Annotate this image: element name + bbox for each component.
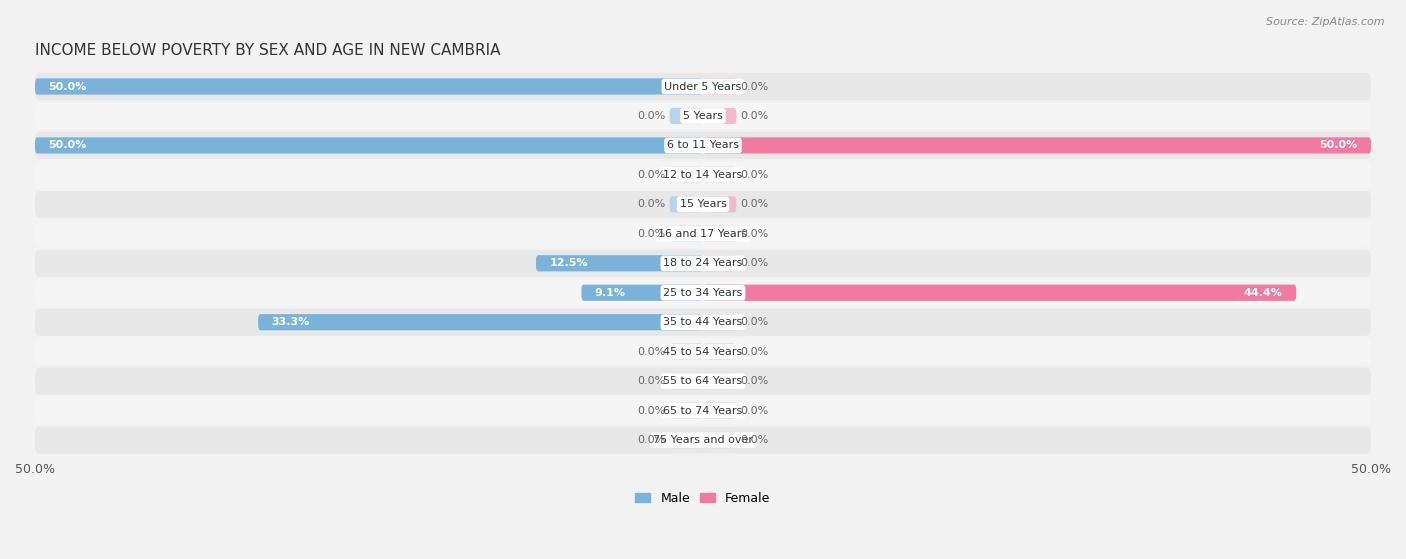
FancyBboxPatch shape xyxy=(35,250,1371,277)
FancyBboxPatch shape xyxy=(703,138,1371,154)
Text: 35 to 44 Years: 35 to 44 Years xyxy=(664,317,742,327)
FancyBboxPatch shape xyxy=(669,167,703,183)
FancyBboxPatch shape xyxy=(35,338,1371,365)
Text: 0.0%: 0.0% xyxy=(741,170,769,180)
Text: 0.0%: 0.0% xyxy=(741,317,769,327)
Text: 45 to 54 Years: 45 to 54 Years xyxy=(664,347,742,357)
FancyBboxPatch shape xyxy=(703,344,737,360)
Text: 0.0%: 0.0% xyxy=(741,200,769,210)
Text: 44.4%: 44.4% xyxy=(1244,288,1282,298)
Text: 9.1%: 9.1% xyxy=(595,288,626,298)
Text: 0.0%: 0.0% xyxy=(637,435,665,445)
Text: 0.0%: 0.0% xyxy=(637,229,665,239)
Text: 65 to 74 Years: 65 to 74 Years xyxy=(664,406,742,415)
FancyBboxPatch shape xyxy=(703,314,737,330)
Text: 50.0%: 50.0% xyxy=(48,82,87,92)
Text: 0.0%: 0.0% xyxy=(741,406,769,415)
FancyBboxPatch shape xyxy=(35,132,1371,159)
Text: 18 to 24 Years: 18 to 24 Years xyxy=(664,258,742,268)
Text: 0.0%: 0.0% xyxy=(741,229,769,239)
FancyBboxPatch shape xyxy=(669,196,703,212)
FancyBboxPatch shape xyxy=(703,285,1296,301)
Text: 12.5%: 12.5% xyxy=(550,258,588,268)
Text: 55 to 64 Years: 55 to 64 Years xyxy=(664,376,742,386)
FancyBboxPatch shape xyxy=(35,73,1371,100)
FancyBboxPatch shape xyxy=(669,373,703,389)
FancyBboxPatch shape xyxy=(703,196,737,212)
FancyBboxPatch shape xyxy=(703,108,737,124)
FancyBboxPatch shape xyxy=(669,108,703,124)
Text: 0.0%: 0.0% xyxy=(637,406,665,415)
Text: 5 Years: 5 Years xyxy=(683,111,723,121)
FancyBboxPatch shape xyxy=(35,309,1371,336)
FancyBboxPatch shape xyxy=(35,427,1371,453)
Text: 0.0%: 0.0% xyxy=(741,347,769,357)
FancyBboxPatch shape xyxy=(582,285,703,301)
FancyBboxPatch shape xyxy=(35,220,1371,248)
Text: 0.0%: 0.0% xyxy=(741,111,769,121)
FancyBboxPatch shape xyxy=(35,368,1371,395)
Text: 0.0%: 0.0% xyxy=(637,376,665,386)
FancyBboxPatch shape xyxy=(536,255,703,271)
FancyBboxPatch shape xyxy=(35,102,1371,130)
Text: 0.0%: 0.0% xyxy=(637,170,665,180)
Legend: Male, Female: Male, Female xyxy=(630,487,776,510)
Text: 0.0%: 0.0% xyxy=(637,347,665,357)
Text: Source: ZipAtlas.com: Source: ZipAtlas.com xyxy=(1267,17,1385,27)
Text: 12 to 14 Years: 12 to 14 Years xyxy=(664,170,742,180)
FancyBboxPatch shape xyxy=(35,162,1371,188)
Text: 0.0%: 0.0% xyxy=(741,435,769,445)
FancyBboxPatch shape xyxy=(703,373,737,389)
FancyBboxPatch shape xyxy=(35,78,703,94)
FancyBboxPatch shape xyxy=(35,397,1371,424)
FancyBboxPatch shape xyxy=(669,226,703,242)
FancyBboxPatch shape xyxy=(703,432,737,448)
Text: 0.0%: 0.0% xyxy=(741,82,769,92)
FancyBboxPatch shape xyxy=(703,402,737,419)
Text: 0.0%: 0.0% xyxy=(741,258,769,268)
FancyBboxPatch shape xyxy=(259,314,703,330)
FancyBboxPatch shape xyxy=(35,191,1371,218)
Text: 33.3%: 33.3% xyxy=(271,317,309,327)
FancyBboxPatch shape xyxy=(703,226,737,242)
FancyBboxPatch shape xyxy=(703,78,737,94)
Text: 50.0%: 50.0% xyxy=(48,140,87,150)
FancyBboxPatch shape xyxy=(669,432,703,448)
Text: 0.0%: 0.0% xyxy=(637,200,665,210)
Text: Under 5 Years: Under 5 Years xyxy=(665,82,741,92)
FancyBboxPatch shape xyxy=(35,279,1371,306)
Text: INCOME BELOW POVERTY BY SEX AND AGE IN NEW CAMBRIA: INCOME BELOW POVERTY BY SEX AND AGE IN N… xyxy=(35,43,501,58)
FancyBboxPatch shape xyxy=(703,167,737,183)
Text: 75 Years and over: 75 Years and over xyxy=(652,435,754,445)
FancyBboxPatch shape xyxy=(35,138,703,154)
Text: 6 to 11 Years: 6 to 11 Years xyxy=(666,140,740,150)
Text: 16 and 17 Years: 16 and 17 Years xyxy=(658,229,748,239)
Text: 50.0%: 50.0% xyxy=(1319,140,1358,150)
FancyBboxPatch shape xyxy=(669,402,703,419)
Text: 0.0%: 0.0% xyxy=(637,111,665,121)
Text: 25 to 34 Years: 25 to 34 Years xyxy=(664,288,742,298)
Text: 0.0%: 0.0% xyxy=(741,376,769,386)
Text: 15 Years: 15 Years xyxy=(679,200,727,210)
FancyBboxPatch shape xyxy=(669,344,703,360)
FancyBboxPatch shape xyxy=(703,255,737,271)
